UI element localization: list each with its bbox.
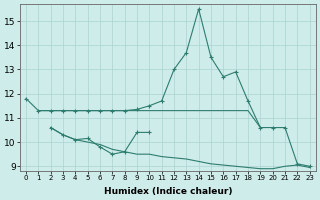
X-axis label: Humidex (Indice chaleur): Humidex (Indice chaleur) xyxy=(104,187,232,196)
